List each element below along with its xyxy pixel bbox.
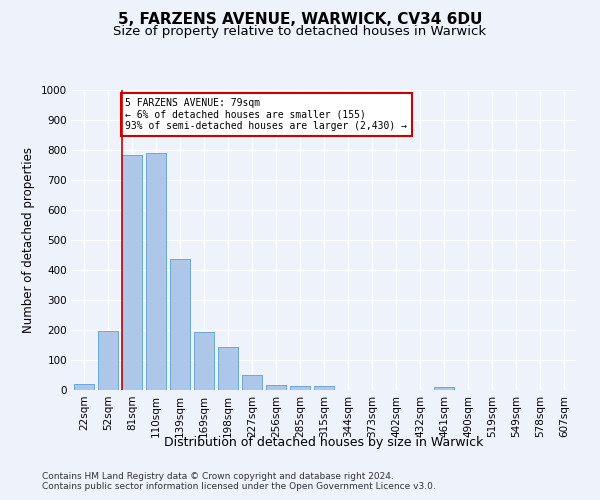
Bar — [194, 332, 214, 390]
Bar — [290, 386, 310, 390]
Bar — [266, 384, 286, 390]
Bar — [98, 331, 118, 390]
Bar — [218, 347, 238, 390]
Text: Contains HM Land Registry data © Crown copyright and database right 2024.: Contains HM Land Registry data © Crown c… — [42, 472, 394, 481]
Bar — [314, 386, 334, 390]
Bar — [170, 259, 190, 390]
Bar — [242, 375, 262, 390]
Bar — [74, 384, 94, 390]
Bar — [146, 154, 166, 390]
Bar — [434, 387, 454, 390]
Text: Contains public sector information licensed under the Open Government Licence v3: Contains public sector information licen… — [42, 482, 436, 491]
Text: 5 FARZENS AVENUE: 79sqm
← 6% of detached houses are smaller (155)
93% of semi-de: 5 FARZENS AVENUE: 79sqm ← 6% of detached… — [125, 98, 407, 130]
Text: Size of property relative to detached houses in Warwick: Size of property relative to detached ho… — [113, 25, 487, 38]
Y-axis label: Number of detached properties: Number of detached properties — [22, 147, 35, 333]
Bar — [122, 155, 142, 390]
Text: 5, FARZENS AVENUE, WARWICK, CV34 6DU: 5, FARZENS AVENUE, WARWICK, CV34 6DU — [118, 12, 482, 28]
Text: Distribution of detached houses by size in Warwick: Distribution of detached houses by size … — [164, 436, 484, 449]
